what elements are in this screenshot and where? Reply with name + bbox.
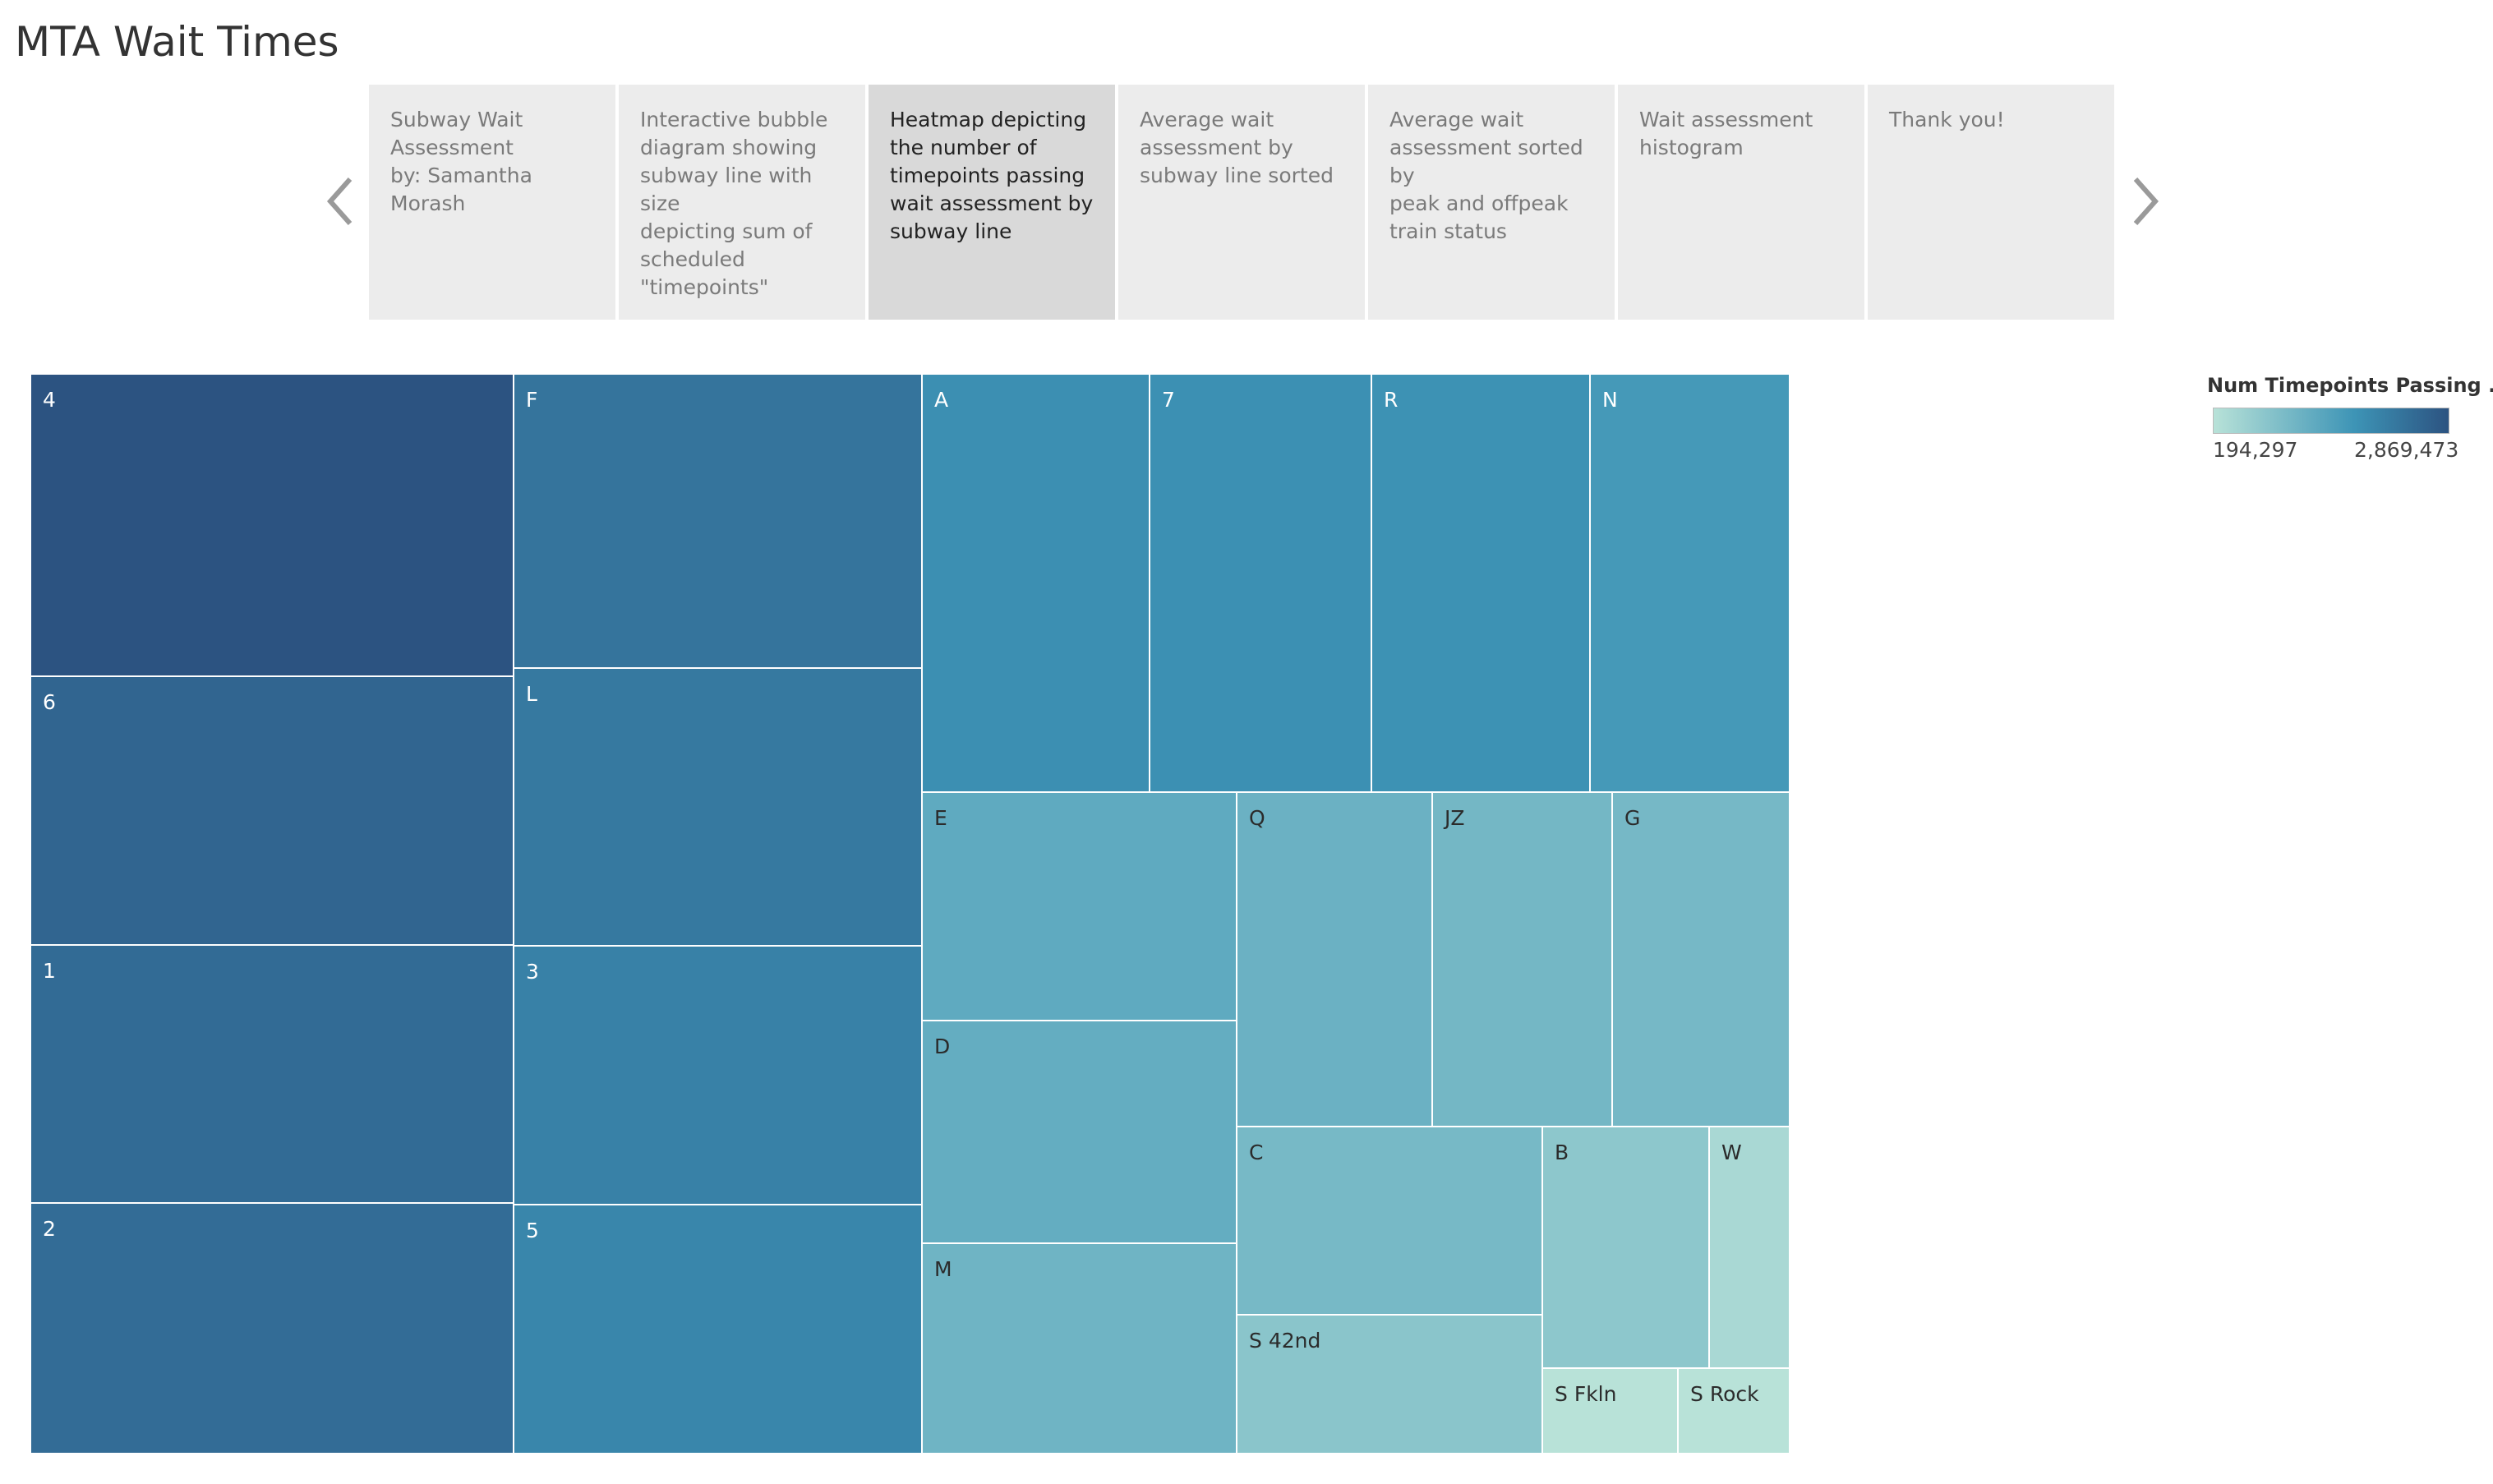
treemap-cell-label: B (1555, 1141, 1569, 1164)
story-point-7[interactable]: Thank you! (1868, 85, 2114, 320)
treemap-cell[interactable]: F (514, 375, 923, 669)
story-point-1[interactable]: Subway Wait Assessment by: Samantha Mora… (369, 85, 615, 320)
treemap-cell-label: L (526, 682, 537, 706)
treemap-cell-label: N (1602, 388, 1618, 412)
treemap-cell[interactable]: S Fkln (1543, 1369, 1679, 1454)
treemap-cell[interactable]: 5 (514, 1205, 923, 1454)
treemap-cell[interactable]: R (1372, 375, 1591, 793)
treemap-cell-label: D (934, 1035, 951, 1058)
treemap-heatmap: 4 6 1 2 F L 3 5 A 7 R N E D M Q JZ G C S 42nd B W S Fkln S Rock (31, 375, 1790, 1454)
treemap-cell-label: E (934, 806, 947, 830)
treemap-cell-label: 2 (43, 1217, 56, 1241)
treemap-cell[interactable]: N (1591, 375, 1790, 793)
treemap-cell[interactable]: S 42nd (1237, 1316, 1543, 1454)
treemap-cell-label: F (526, 388, 538, 412)
treemap-cell[interactable]: 2 (31, 1204, 514, 1454)
legend-title: Num Timepoints Passing .. (2207, 374, 2493, 397)
treemap-cell[interactable]: E (923, 793, 1237, 1021)
treemap-cell[interactable]: 7 (1150, 375, 1372, 793)
treemap-cell-label: 5 (526, 1219, 539, 1242)
treemap-cell-label: Q (1249, 806, 1265, 830)
treemap-cell[interactable]: W (1710, 1127, 1790, 1369)
treemap-cell-label: 7 (1162, 388, 1175, 412)
legend-max-label: 2,869,473 (2354, 438, 2459, 462)
treemap-cell-label: A (934, 388, 949, 412)
treemap-cell[interactable]: D (923, 1021, 1237, 1244)
treemap-cell[interactable]: S Rock (1679, 1369, 1790, 1454)
treemap-cell[interactable]: L (514, 669, 923, 947)
treemap-cell-label: JZ (1445, 806, 1465, 830)
treemap-cell-label: G (1624, 806, 1641, 830)
treemap-cell-label: R (1384, 388, 1399, 412)
treemap-cell[interactable]: A (923, 375, 1150, 793)
treemap-cell[interactable]: 1 (31, 946, 514, 1204)
treemap-cell[interactable]: 3 (514, 947, 923, 1205)
treemap-cell-label: 1 (43, 959, 56, 983)
treemap-cell-label: S 42nd (1249, 1329, 1321, 1353)
treemap-cell[interactable]: JZ (1433, 793, 1613, 1127)
treemap-cell[interactable]: C (1237, 1127, 1543, 1316)
chevron-left-icon[interactable] (320, 164, 362, 238)
treemap-cell-label: 4 (43, 388, 56, 412)
legend-min-label: 194,297 (2213, 438, 2298, 462)
story-point-3[interactable]: Heatmap depicting the number of timepoin… (869, 85, 1115, 320)
treemap-cell-label: 3 (526, 960, 539, 984)
treemap-cell[interactable]: 4 (31, 375, 514, 677)
treemap-cell[interactable]: G (1613, 793, 1790, 1127)
treemap-cell-label: S Fkln (1555, 1382, 1617, 1406)
treemap-cell[interactable]: 6 (31, 677, 514, 946)
treemap-cell[interactable]: M (923, 1244, 1237, 1454)
page-title: MTA Wait Times (15, 18, 339, 66)
chevron-right-icon[interactable] (2124, 164, 2165, 238)
treemap-cell[interactable]: Q (1237, 793, 1433, 1127)
treemap-cell-label: M (934, 1257, 952, 1281)
treemap-cell[interactable]: B (1543, 1127, 1710, 1369)
treemap-cell-label: C (1249, 1141, 1264, 1164)
story-point-5[interactable]: Average wait assessment sorted by peak a… (1368, 85, 1615, 320)
legend-color-ramp (2213, 408, 2449, 434)
treemap-cell-label: W (1721, 1141, 1742, 1164)
story-point-2[interactable]: Interactive bubble diagram showing subwa… (619, 85, 865, 320)
treemap-cell-label: 6 (43, 690, 56, 714)
story-point-6[interactable]: Wait assessment histogram (1618, 85, 1864, 320)
story-point-4[interactable]: Average wait assessment by subway line s… (1118, 85, 1365, 320)
treemap-cell-label: S Rock (1690, 1382, 1759, 1406)
